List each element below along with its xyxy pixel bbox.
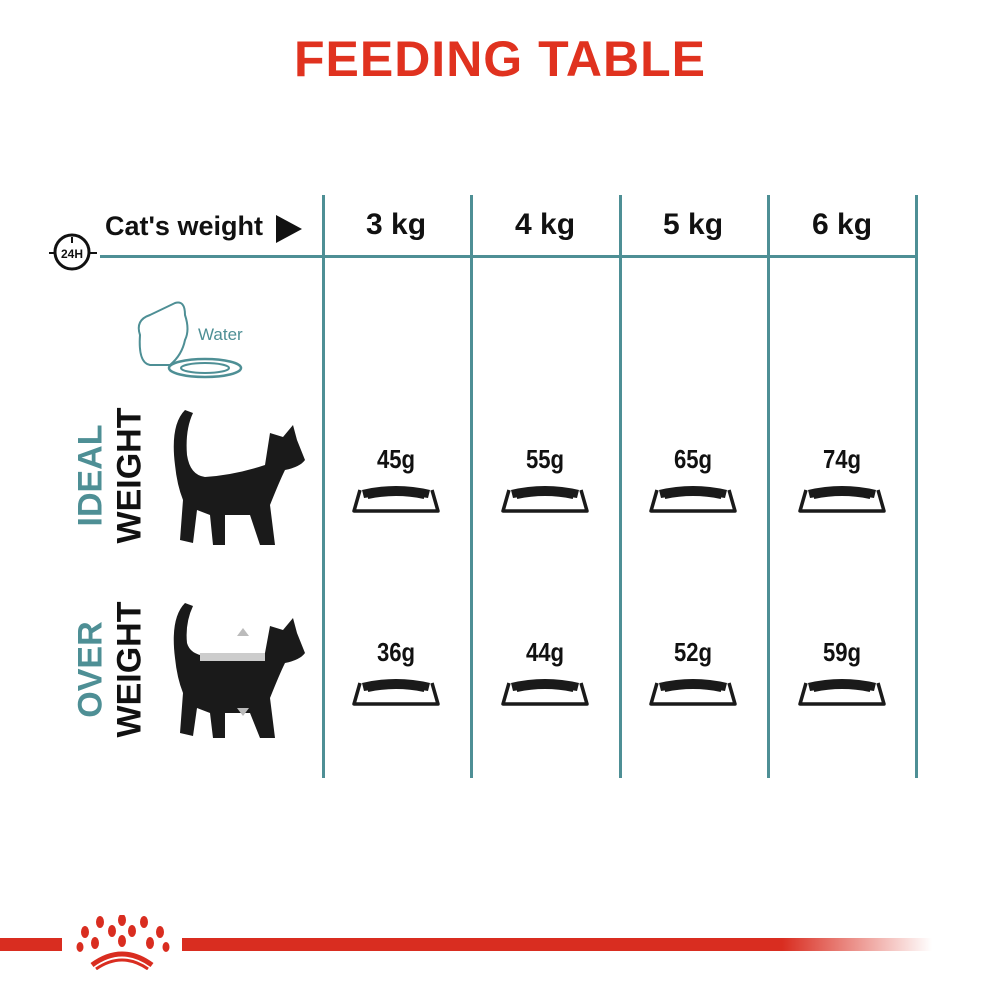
- food-bowl-icon: [322, 671, 470, 716]
- cats-weight-label: Cat's weight: [105, 211, 263, 241]
- header-divider: [100, 255, 918, 258]
- ideal-3kg-value: 45g: [376, 444, 416, 474]
- ideal-5kg-value: 65g: [673, 444, 713, 474]
- clock-text: 24H: [61, 247, 83, 261]
- water-label: Water: [198, 325, 243, 344]
- over-3kg-value: 36g: [376, 637, 416, 667]
- food-bowl-icon: [471, 478, 619, 523]
- over-4kg-value: 44g: [525, 637, 565, 667]
- column-divider: [322, 195, 325, 778]
- column-header-3kg: 3 kg: [365, 208, 427, 241]
- page-title: FEEDING TABLE: [293, 31, 707, 87]
- column-header-6kg: 6 kg: [811, 208, 873, 241]
- food-bowl-icon: [768, 478, 916, 523]
- food-bowl-icon: [619, 478, 767, 523]
- column-header-5kg: 5 kg: [662, 208, 724, 241]
- column-divider: [619, 195, 622, 778]
- column-header-4kg: 4 kg: [514, 208, 576, 241]
- overweight-cat-icon: [173, 603, 305, 738]
- ideal-6kg-value: 74g: [822, 444, 862, 474]
- water-bowl-icon: Water: [137, 301, 243, 379]
- row-label-ideal: IDEAL: [71, 424, 110, 527]
- food-bowl-icon: [768, 671, 916, 716]
- row-label-over: OVER: [71, 621, 110, 718]
- cat-silhouette-icon: [173, 410, 305, 545]
- ideal-4kg-value: 55g: [525, 444, 565, 474]
- brand-bar-right: [182, 938, 932, 951]
- 24h-clock-icon: 24H: [49, 233, 97, 271]
- column-divider: [915, 195, 918, 778]
- brand-bar-left: [0, 938, 62, 951]
- food-bowl-icon: [471, 671, 619, 716]
- row-label-weight: WEIGHT: [110, 601, 149, 738]
- over-5kg-value: 52g: [673, 637, 713, 667]
- column-divider: [767, 195, 770, 778]
- food-bowl-icon: [619, 671, 767, 716]
- row-label-weight: WEIGHT: [110, 407, 149, 544]
- royal-canin-crown-logo: [76, 915, 170, 970]
- play-arrow-icon: [276, 215, 302, 243]
- column-divider: [470, 195, 473, 778]
- over-6kg-value: 59g: [822, 637, 862, 667]
- food-bowl-icon: [322, 478, 470, 523]
